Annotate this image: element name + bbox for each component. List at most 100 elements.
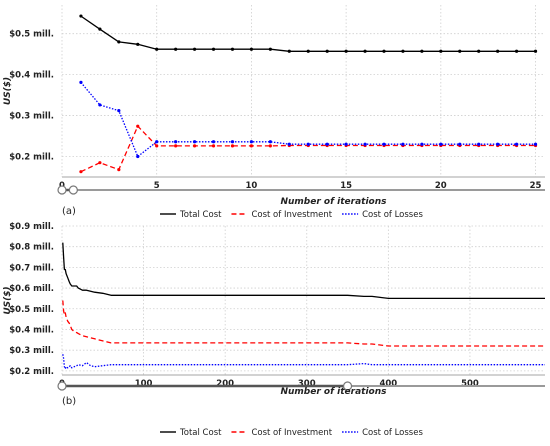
data-point — [382, 49, 386, 53]
data-point — [155, 140, 159, 144]
data-point — [420, 142, 424, 146]
data-point — [344, 142, 348, 146]
legend: Total Cost Cost of Investment Cost of Loss… — [160, 210, 423, 220]
data-point — [439, 49, 443, 53]
data-point — [401, 142, 405, 146]
data-point — [287, 49, 291, 53]
data-point — [117, 109, 121, 113]
y-tick-label: $0.4 mill. — [9, 325, 54, 335]
data-point — [211, 47, 216, 51]
data-point — [249, 140, 254, 144]
y-tick-label: $0.2 mill. — [9, 153, 54, 163]
data-point — [136, 42, 140, 46]
y-tick-label: $0.7 mill. — [9, 263, 54, 273]
legend-label: Total Cost — [179, 210, 222, 220]
data-point — [155, 47, 159, 51]
data-point — [325, 49, 329, 53]
data-point — [306, 142, 310, 146]
data-point — [458, 142, 462, 146]
panel-label: (a) — [62, 206, 76, 217]
data-point — [192, 47, 197, 51]
data-point — [117, 40, 121, 44]
series-line-cost-of-investment — [62, 300, 545, 347]
x-tick-label: 400 — [379, 379, 397, 389]
y-tick-label: $0.8 mill. — [9, 243, 54, 253]
panel-label: (b) — [62, 396, 76, 407]
data-point — [98, 161, 102, 165]
data-point — [420, 49, 424, 53]
data-point — [79, 170, 83, 174]
x-axis-label: Number of iterations — [280, 387, 387, 397]
chart-panel-a: 0510152025$0.2 mill.$0.3 mill.$0.4 mill.… — [3, 5, 545, 220]
data-point — [514, 49, 519, 53]
y-tick-label: $0.5 mill. — [9, 305, 54, 315]
range-slider-start-handle[interactable] — [57, 381, 67, 391]
x-tick-label: 10 — [245, 181, 257, 191]
data-point — [79, 80, 83, 84]
data-point — [249, 47, 254, 51]
range-slider-end-handle[interactable] — [342, 381, 353, 391]
data-point — [477, 49, 481, 53]
x-tick-label: 500 — [461, 379, 479, 389]
data-point — [117, 168, 121, 172]
data-point — [192, 140, 197, 144]
data-point — [174, 140, 178, 144]
legend-label: Cost of Investment — [251, 210, 332, 220]
legend-label: Cost of Losses — [362, 210, 423, 220]
data-point — [514, 142, 519, 146]
data-point — [136, 124, 140, 128]
range-slider-end-handle[interactable] — [68, 185, 78, 195]
data-point — [306, 49, 310, 53]
legend-label: Cost of Investment — [251, 428, 332, 438]
data-point — [192, 144, 197, 148]
data-point — [287, 142, 291, 146]
y-tick-label: $0.3 mill. — [9, 346, 54, 356]
y-tick-label: $0.4 mill. — [9, 71, 54, 81]
data-point — [268, 140, 272, 144]
data-point — [496, 142, 500, 146]
data-point — [174, 47, 178, 51]
y-tick-label: $0.2 mill. — [9, 367, 54, 377]
data-point — [98, 103, 102, 107]
data-point — [325, 142, 329, 146]
data-point — [249, 144, 254, 148]
data-point — [211, 140, 216, 144]
data-point — [268, 144, 272, 148]
data-point — [477, 142, 481, 146]
x-tick-label: 25 — [530, 181, 542, 191]
y-tick-label: $0.6 mill. — [9, 284, 54, 294]
data-point — [363, 49, 367, 53]
data-point — [458, 49, 462, 53]
data-point — [439, 142, 443, 146]
data-point — [496, 49, 500, 53]
y-axis-label: US($) — [3, 286, 13, 314]
data-point — [533, 142, 538, 146]
data-point — [382, 142, 386, 146]
x-tick-label: 200 — [216, 379, 234, 389]
range-slider-start-handle[interactable] — [57, 185, 67, 195]
data-point — [344, 49, 348, 53]
y-axis-label: US($) — [3, 77, 13, 105]
x-axis-label: Number of iterations — [280, 197, 387, 207]
data-point — [230, 144, 235, 148]
data-point — [363, 142, 367, 146]
data-point — [155, 144, 159, 148]
series-line-total-cost — [62, 242, 545, 300]
x-tick-label: 5 — [154, 181, 160, 191]
data-point — [230, 140, 235, 144]
legend-label: Cost of Losses — [362, 428, 423, 438]
data-point — [401, 49, 405, 53]
data-point — [79, 14, 83, 18]
y-tick-label: $0.5 mill. — [9, 30, 54, 40]
y-tick-label: $0.9 mill. — [9, 222, 54, 232]
legend: Total Cost Cost of Investment Cost of Loss… — [160, 428, 423, 438]
data-point — [533, 49, 538, 53]
chart-panel-b: 0100200300400500$0.2 mill.$0.3 mill.$0.4… — [3, 222, 545, 438]
data-point — [230, 47, 235, 51]
y-tick-label: $0.3 mill. — [9, 112, 54, 122]
data-point — [98, 27, 102, 31]
legend-label: Total Cost — [179, 428, 222, 438]
x-tick-label: 15 — [340, 181, 352, 191]
data-point — [268, 47, 272, 51]
